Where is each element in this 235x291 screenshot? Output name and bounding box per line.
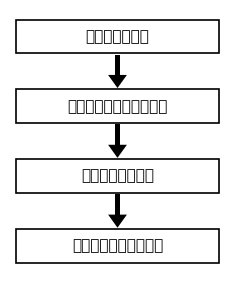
- Polygon shape: [108, 145, 127, 158]
- Text: 心脏模型三维重建: 心脏模型三维重建: [81, 168, 154, 184]
- Bar: [115, 194, 120, 215]
- Bar: [115, 125, 120, 145]
- Text: 超声图像预处理: 超声图像预处理: [86, 29, 149, 44]
- Bar: [16, 20, 219, 53]
- Polygon shape: [108, 75, 127, 88]
- Bar: [16, 90, 219, 123]
- Bar: [16, 229, 219, 262]
- Polygon shape: [108, 215, 127, 228]
- Bar: [16, 159, 219, 193]
- Text: 三维心脏模型的可视化: 三维心脏模型的可视化: [72, 238, 163, 253]
- Bar: [115, 55, 120, 75]
- Text: 图像分割和边缘轮廓提取: 图像分割和边缘轮廓提取: [67, 99, 168, 114]
